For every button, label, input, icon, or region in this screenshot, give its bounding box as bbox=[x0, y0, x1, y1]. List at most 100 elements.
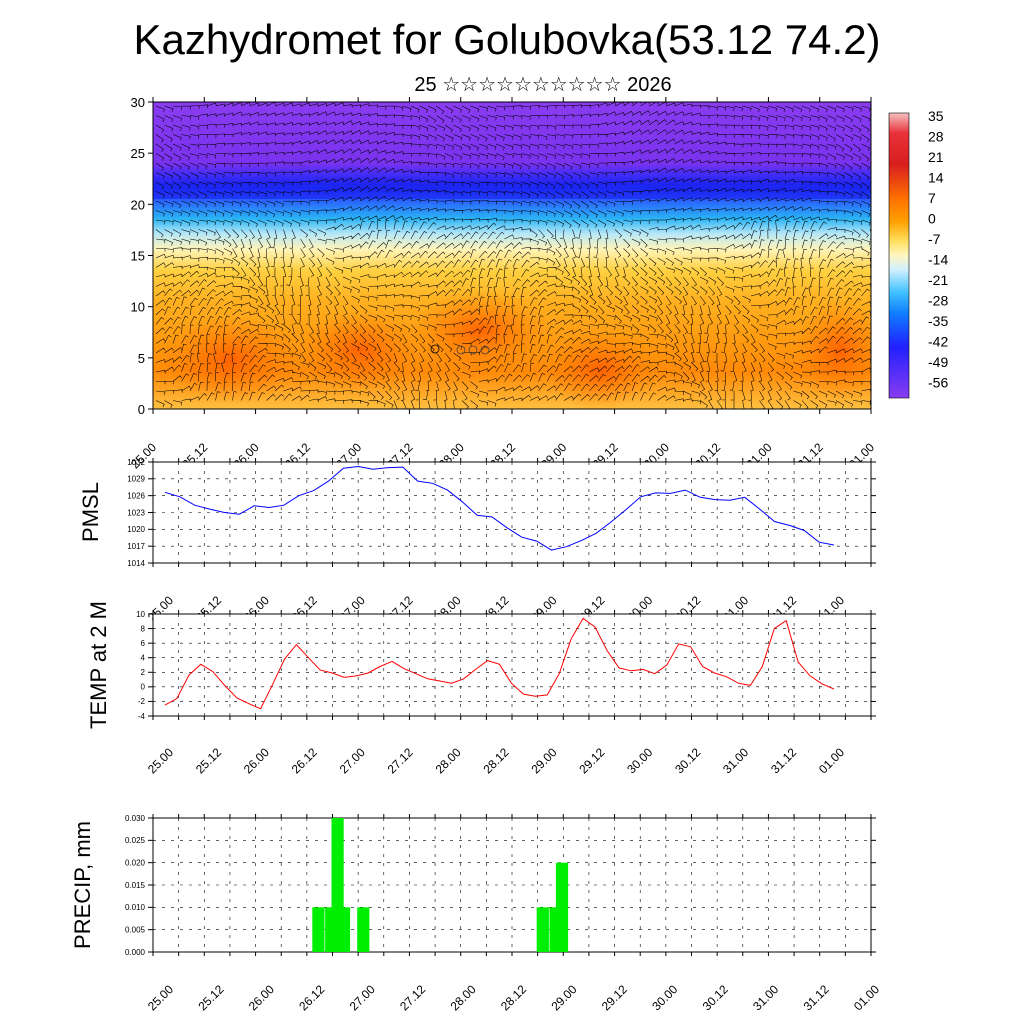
colorbar-label: 28 bbox=[928, 129, 944, 145]
time-tick-label: 28.12 bbox=[498, 982, 529, 1013]
cold-band bbox=[153, 187, 871, 199]
colorbar-label: 21 bbox=[928, 149, 944, 165]
time-tick-label: 01.00 bbox=[816, 745, 847, 776]
warm-region bbox=[300, 310, 420, 390]
time-tick-label: 29.12 bbox=[599, 982, 630, 1013]
y-tick-label: 6 bbox=[141, 639, 146, 648]
colorbar-label: -28 bbox=[928, 293, 948, 309]
colorbar-label: -42 bbox=[928, 334, 948, 350]
warm-region bbox=[410, 290, 550, 370]
heatmap-field bbox=[153, 102, 871, 409]
y-tick-label: 0.020 bbox=[125, 858, 146, 867]
precip-panel: 0.000 0.005 0.010 0.015 0.020 0.025 0.030 25.00… bbox=[70, 814, 882, 1014]
colorbar-label: 7 bbox=[928, 190, 936, 206]
y-tick-label: 1017 bbox=[127, 542, 145, 551]
y-tick-label: 0.015 bbox=[125, 881, 146, 890]
time-tick-label: 31.00 bbox=[750, 982, 781, 1013]
colorbar-label: 0 bbox=[928, 211, 936, 227]
colorbar-label: -7 bbox=[928, 231, 941, 247]
time-tick-label: 30.12 bbox=[700, 982, 731, 1013]
y-tick-label: 0.010 bbox=[125, 903, 146, 912]
y-tick-label: 4 bbox=[141, 654, 146, 663]
chart-title: Kazhydromet for Golubovka(53.12 74.2) bbox=[133, 16, 881, 63]
warm-region bbox=[160, 315, 300, 405]
time-tick-label: 27.00 bbox=[337, 745, 368, 776]
time-tick-label: 26.12 bbox=[296, 982, 327, 1013]
y-tick-label: 10 bbox=[131, 300, 145, 315]
precip-axis-label: PRECIP, mm bbox=[70, 821, 95, 949]
colorbar-label: -35 bbox=[928, 313, 948, 329]
temp-axis-label: TEMP at 2 M bbox=[86, 601, 111, 729]
time-tick-label: 27.00 bbox=[347, 982, 378, 1013]
warm-region bbox=[545, 330, 655, 409]
time-tick-label: 28.00 bbox=[433, 745, 464, 776]
colorbar-label: 14 bbox=[928, 170, 944, 186]
y-tick-label: 20 bbox=[131, 197, 145, 212]
wind-barbs bbox=[155, 102, 871, 409]
time-tick-label: 29.00 bbox=[548, 982, 579, 1013]
time-tick-label: 29.12 bbox=[576, 745, 607, 776]
colorbar-label: -21 bbox=[928, 272, 948, 288]
y-tick-label: -4 bbox=[138, 712, 146, 721]
precip-bar bbox=[555, 862, 569, 952]
y-tick-label: 8 bbox=[141, 624, 146, 633]
calm-marker bbox=[468, 345, 478, 355]
time-tick-label: 25.00 bbox=[145, 745, 176, 776]
time-tick-label: 26.12 bbox=[289, 745, 320, 776]
y-tick-label: 0.030 bbox=[125, 814, 146, 823]
y-tick-label: 30 bbox=[131, 95, 145, 110]
calm-marker bbox=[430, 344, 440, 354]
time-tick-label: 26.00 bbox=[241, 745, 272, 776]
y-tick-label: 5 bbox=[138, 351, 145, 366]
wind-barb-paths bbox=[155, 102, 871, 409]
time-tick-label: 31.12 bbox=[801, 982, 832, 1013]
time-tick-label: 31.12 bbox=[768, 745, 799, 776]
time-tick-label: 27.12 bbox=[385, 745, 416, 776]
y-tick-label: 25 bbox=[131, 146, 145, 161]
time-tick-label: 28.00 bbox=[448, 982, 479, 1013]
time-tick-label: 29.00 bbox=[528, 745, 559, 776]
colorbar: 35 28 21 14 7 0 -7 -14 -21 -28 -35 -42 -49 -56 bbox=[888, 108, 948, 399]
y-tick-label: 10 bbox=[136, 610, 145, 619]
y-tick-label: 1029 bbox=[127, 475, 145, 484]
colorbar-label: 35 bbox=[928, 108, 944, 124]
time-tick-label: 30.00 bbox=[649, 982, 680, 1013]
warm-region bbox=[795, 300, 871, 400]
time-tick-label: 25.12 bbox=[193, 745, 224, 776]
colorbar-label: -14 bbox=[928, 252, 948, 268]
precip-bar bbox=[312, 907, 325, 952]
temperature-panel: -4 -2 0 2 4 6 8 10 25.00 25.12 26.00 26.12 27.00 27.1… bbox=[86, 601, 876, 776]
time-tick-label: 26.00 bbox=[246, 982, 277, 1013]
precip-bars bbox=[312, 818, 569, 952]
pmsl-axis-label: PMSL bbox=[78, 482, 103, 542]
temp-frame bbox=[152, 613, 872, 717]
y-tick-label: 1032 bbox=[127, 458, 145, 467]
precip-bar bbox=[357, 907, 370, 952]
pmsl-series-line bbox=[164, 465, 835, 551]
time-tick-label: 25.00 bbox=[145, 982, 176, 1013]
time-tick-label: 01.00 bbox=[851, 982, 882, 1013]
precip-bar bbox=[536, 907, 549, 952]
colorbar-label: -49 bbox=[928, 354, 948, 370]
y-tick-label: 1014 bbox=[127, 559, 145, 568]
time-tick-label: 28.12 bbox=[480, 745, 511, 776]
y-tick-label: 0 bbox=[138, 402, 145, 417]
time-tick-label: 30.12 bbox=[672, 745, 703, 776]
colorbar-label: -56 bbox=[928, 375, 948, 391]
time-tick-label: 25.12 bbox=[195, 982, 226, 1013]
chart-subtitle: 25 ☆☆☆☆☆☆☆☆☆☆ 2026 bbox=[414, 74, 672, 96]
y-tick-label: 0.000 bbox=[125, 948, 146, 957]
y-tick-label: 0.005 bbox=[125, 925, 146, 934]
calm-marker bbox=[480, 345, 490, 355]
time-tick-label: 31.00 bbox=[720, 745, 751, 776]
time-tick-label: 27.12 bbox=[397, 982, 428, 1013]
y-tick-label: 1023 bbox=[127, 508, 145, 517]
precip-bar bbox=[337, 907, 351, 952]
y-tick-label: -2 bbox=[138, 697, 146, 706]
colorbar-fill bbox=[888, 112, 910, 399]
time-tick-label: 30.00 bbox=[624, 745, 655, 776]
y-tick-label: 0 bbox=[141, 683, 146, 692]
